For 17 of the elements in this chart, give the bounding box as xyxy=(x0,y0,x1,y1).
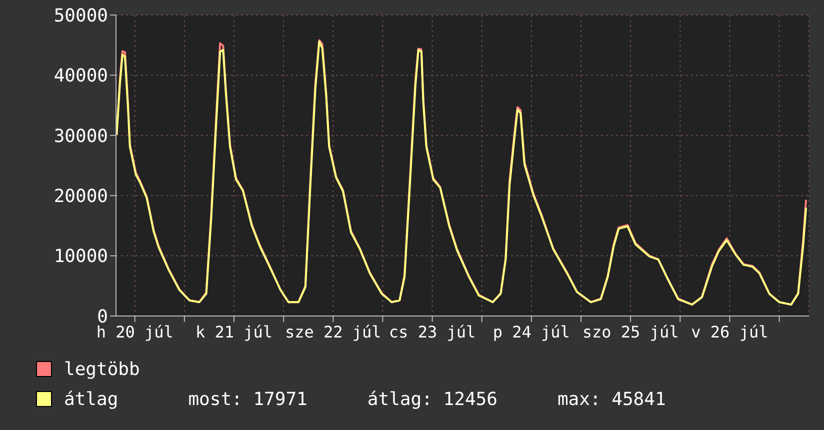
x-tick-label: sze 22 júl xyxy=(284,322,382,342)
x-tick-label: szo 25 júl xyxy=(582,322,679,342)
x-tick-label: cs 23 júl xyxy=(388,322,476,342)
y-tick-label: 50000 xyxy=(54,5,108,26)
x-tick-label: p 24 júl xyxy=(492,322,570,342)
x-tick-label: h 20 júl xyxy=(96,322,174,342)
text: max: 45841 xyxy=(557,388,666,410)
y-tick-label: 10000 xyxy=(54,246,108,268)
y-tick-label: 40000 xyxy=(54,66,108,87)
y-tick-label: 30000 xyxy=(54,126,108,147)
text: most: 17971 xyxy=(188,388,308,410)
x-tick-label: k 21 júl xyxy=(195,322,273,342)
legend-label: legtöbb xyxy=(64,358,140,380)
x-tick-label: v 26 júl xyxy=(691,322,768,342)
text: átlag: 12456 xyxy=(367,388,498,410)
y-tick-label: 20000 xyxy=(54,186,108,207)
legend-label: átlag xyxy=(64,388,118,410)
